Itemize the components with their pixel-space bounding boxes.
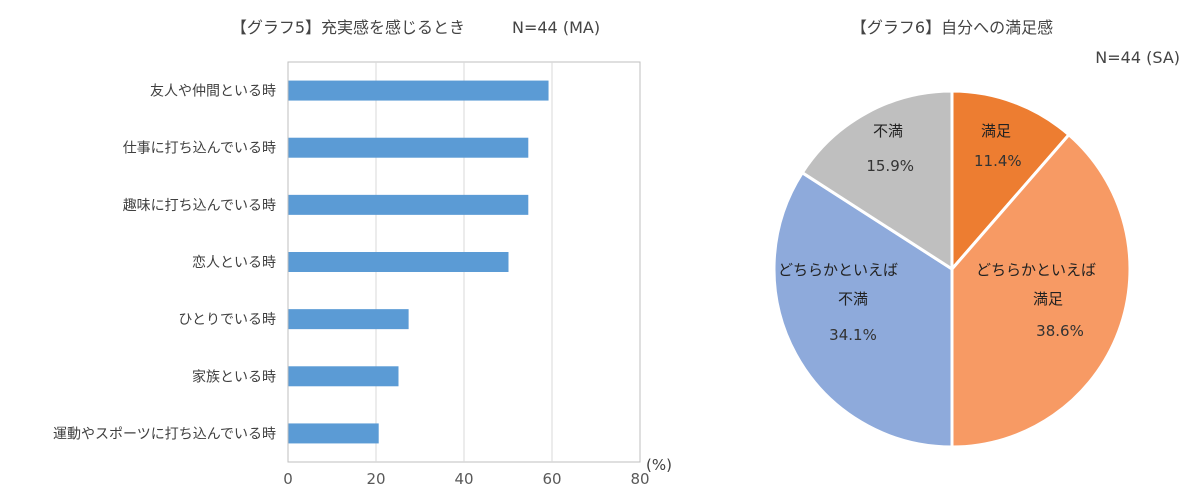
bar-chart: 【グラフ5】充実感を感じるとき N=44 (MA) 友人や仲間といる時仕事に打ち… xyxy=(53,18,672,488)
pie-chart-title: 【グラフ6】自分への満足感 xyxy=(851,18,1053,37)
pie-value-fuman: 15.9% xyxy=(866,157,914,175)
bar-category-label: 運動やスポーツに打ち込んでいる時 xyxy=(53,425,276,442)
bar xyxy=(288,194,529,215)
bar xyxy=(288,309,409,330)
bar-unit-label: (%) xyxy=(646,456,672,474)
bar-category-label: 家族といる時 xyxy=(192,368,276,385)
pie-value-dochira-manzoku: 38.6% xyxy=(1036,322,1084,340)
bar-tick-label: 20 xyxy=(366,470,385,488)
pie-value-dochira-fuman: 34.1% xyxy=(829,326,877,344)
bar-tick-label: 80 xyxy=(630,470,649,488)
pie-label-dochira-fuman-line2: 不満 xyxy=(838,290,868,308)
pie-slice-dochira-manzoku xyxy=(950,133,1132,449)
pie-label-manzoku: 満足 xyxy=(981,122,1011,140)
bar-category-labels: 友人や仲間といる時仕事に打ち込んでいる時趣味に打ち込んでいる時恋人といる時ひとり… xyxy=(53,84,276,443)
pie-value-manzoku: 11.4% xyxy=(974,152,1022,170)
pie-label-dochira-fuman-line1: どちらかといえば xyxy=(778,261,898,279)
pie-chart: 【グラフ6】自分への満足感 N=44 (SA) 不満 15.9% 満足 11.4… xyxy=(772,18,1180,449)
bar-chart-title: 【グラフ5】充実感を感じるとき xyxy=(231,18,465,37)
pie-slice-fuman xyxy=(800,89,954,271)
pie-slices xyxy=(772,89,1132,449)
bar-category-label: 仕事に打ち込んでいる時 xyxy=(123,140,276,157)
bar-tick-labels: 0 20 40 60 80 xyxy=(283,470,649,488)
pie-label-dochira-manzoku-line2: 満足 xyxy=(1033,290,1063,308)
bar xyxy=(288,423,379,444)
bar xyxy=(288,252,509,272)
bar-chart-subtitle: N=44 (MA) xyxy=(512,18,600,37)
bar xyxy=(288,366,399,387)
bar-category-label: 友人や仲間といる時 xyxy=(150,84,276,100)
bar xyxy=(288,137,529,158)
bar-tick-label: 0 xyxy=(283,470,293,488)
bar-category-label: 趣味に打ち込んでいる時 xyxy=(123,197,276,214)
pie-chart-subtitle: N=44 (SA) xyxy=(1095,48,1180,67)
pie-label-dochira-manzoku-line1: どちらかといえば xyxy=(976,261,1096,279)
bar-category-label: ひとりでいる時 xyxy=(178,312,276,328)
pie-label-fuman: 不満 xyxy=(873,122,903,140)
pie-slice-manzoku xyxy=(950,89,1071,271)
bar-series xyxy=(288,80,549,444)
bar xyxy=(288,80,549,101)
bar-tick-label: 40 xyxy=(454,470,473,488)
bar-tick-label: 60 xyxy=(542,470,561,488)
bar-category-label: 恋人といる時 xyxy=(192,254,276,271)
